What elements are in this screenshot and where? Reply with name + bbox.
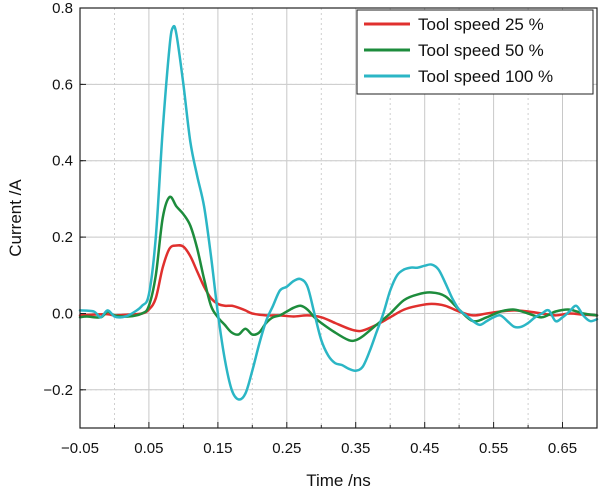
- legend: Tool speed 25 % Tool speed 50 % Tool spe…: [356, 9, 594, 95]
- y-tick-label: −0.2: [43, 382, 73, 399]
- x-tick-label: 0.45: [410, 440, 439, 457]
- series-layer: [78, 24, 599, 401]
- legend-label-series-2: Tool speed 50 %: [418, 41, 544, 60]
- legend-label-series-3: Tool speed 100 %: [418, 67, 553, 86]
- y-tick-label: 0.6: [52, 76, 73, 93]
- y-tick-label: 0.4: [52, 153, 73, 170]
- tick-label-layer: −0.05 0.05 0.15 0.25 0.35 0.45 0.55 0.65 −0.2 0.0…: [43, 0, 577, 457]
- x-tick-label: 0.25: [272, 440, 301, 457]
- y-tick-label: 0.0: [52, 306, 73, 323]
- x-tick-label: 0.65: [548, 440, 577, 457]
- legend-label-series-1: Tool speed 25 %: [418, 15, 544, 34]
- x-tick-label: 0.35: [341, 440, 370, 457]
- y-tick-label: 0.8: [52, 0, 73, 17]
- x-tick-label: 0.55: [479, 440, 508, 457]
- x-axis-title: Time /ns: [306, 471, 371, 490]
- tick-layer: [79, 7, 563, 428]
- series-line-tool-speed-100: [78, 24, 599, 401]
- x-tick-label: 0.05: [134, 440, 163, 457]
- y-tick-label: 0.2: [52, 229, 73, 246]
- series-line-tool-speed-25: [78, 244, 599, 333]
- x-tick-label: 0.15: [203, 440, 232, 457]
- x-tick-label: −0.05: [61, 440, 99, 457]
- y-axis-title: Current /A: [6, 179, 25, 257]
- plot-frame: [79, 7, 598, 429]
